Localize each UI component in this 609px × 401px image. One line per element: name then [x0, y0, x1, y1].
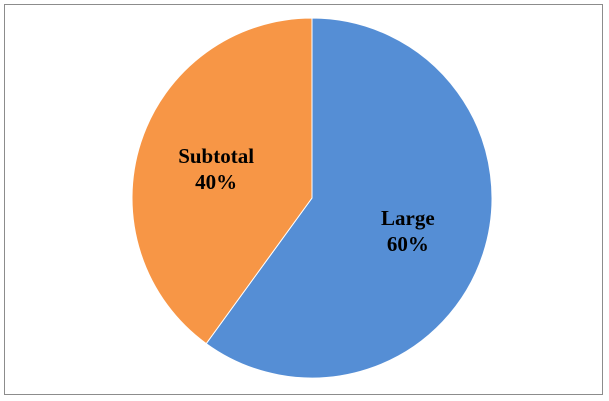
slice-category-label: Large — [381, 206, 435, 230]
slice-category-label: Subtotal — [178, 144, 254, 168]
data-label-large: Large 60% — [381, 206, 435, 256]
data-label-subtotal: Subtotal 40% — [178, 144, 254, 194]
pie-slice-subtotal — [131, 17, 313, 345]
slice-percent-label: 60% — [387, 232, 429, 256]
slice-percent-label: 40% — [195, 170, 237, 194]
pie-slice-large — [205, 17, 493, 379]
